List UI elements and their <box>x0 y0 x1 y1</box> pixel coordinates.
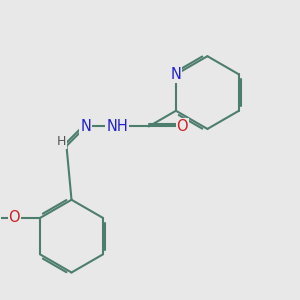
Text: N: N <box>80 119 92 134</box>
Text: O: O <box>177 119 188 134</box>
Text: N: N <box>170 67 182 82</box>
Text: NH: NH <box>106 119 128 134</box>
Text: O: O <box>9 211 20 226</box>
Text: H: H <box>57 135 67 148</box>
